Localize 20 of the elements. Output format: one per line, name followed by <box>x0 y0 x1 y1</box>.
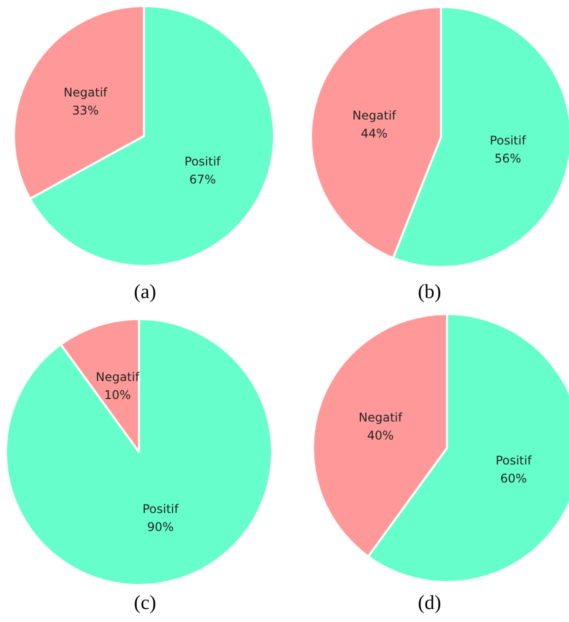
data-label: 44% <box>360 126 388 140</box>
data-label: 60% <box>500 472 527 486</box>
data-label: 40% <box>367 428 394 442</box>
text: (a) <box>134 281 156 303</box>
text: (b) <box>418 281 442 303</box>
slice-label: Negatif <box>96 370 140 384</box>
text: (d) <box>418 592 442 614</box>
data-label: 90% <box>147 520 174 534</box>
slice-label: Positif <box>496 454 532 468</box>
text: (c) <box>134 592 156 614</box>
data-label: 56% <box>494 152 522 166</box>
slice-label: Negatif <box>64 85 108 100</box>
data-label: 67% <box>189 172 216 187</box>
slice-label: Positif <box>184 154 222 169</box>
slice-label: Negatif <box>358 410 403 424</box>
slice-label: Positif <box>490 134 527 148</box>
data-label: 33% <box>72 103 99 118</box>
slice-label: Positif <box>142 502 180 516</box>
data-label: 10% <box>104 388 131 402</box>
slice-label: Negatif <box>352 108 397 122</box>
